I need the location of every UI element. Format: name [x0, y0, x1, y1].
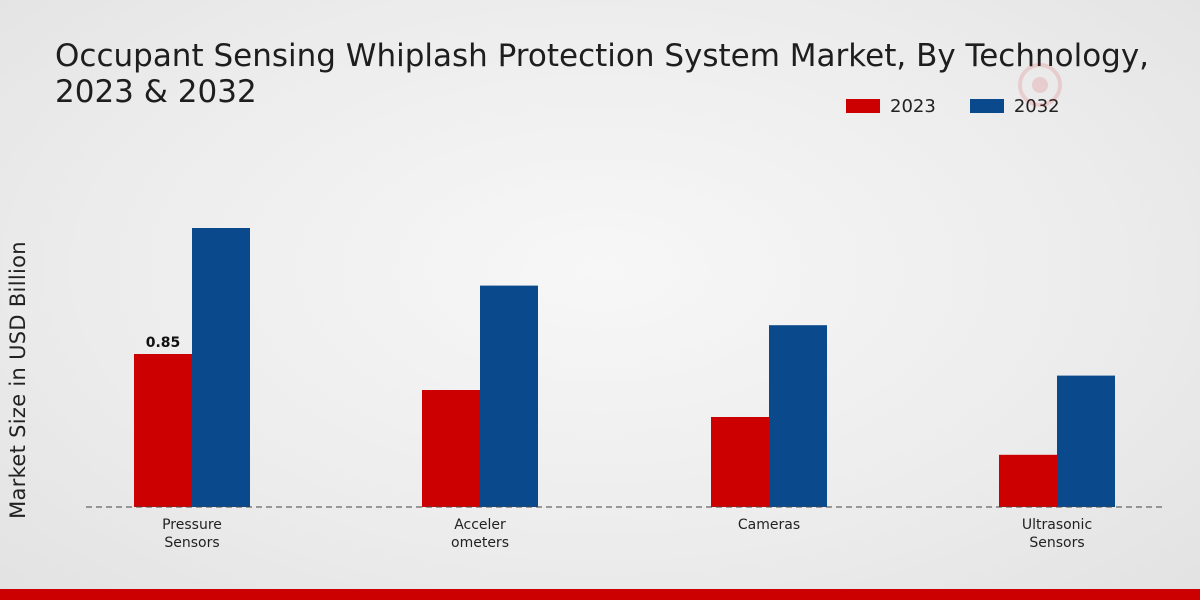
legend-swatch-2032: [969, 99, 1004, 113]
x-tick-label-0-1: Sensors: [164, 535, 219, 551]
bar-2032-0: [192, 228, 250, 507]
x-tick-label-3-1: Sensors: [1029, 535, 1084, 551]
bar-2023-1: [422, 390, 480, 507]
chart-title: Occupant Sensing Whiplash Protection Sys…: [55, 38, 1159, 110]
x-tick-label-0-0: Pressure: [162, 517, 222, 533]
data-label-0: 0.85: [146, 335, 181, 351]
x-tick-label-3-0: Ultrasonic: [1022, 517, 1092, 533]
x-tick-label-2-0: Cameras: [738, 517, 800, 533]
bar-2032-1: [480, 285, 538, 507]
legend-item-2023: 2023: [846, 96, 936, 117]
x-tick-label-1-1: ometers: [451, 535, 509, 551]
watermark-logo-icon: [1018, 63, 1062, 107]
bar-2032-2: [769, 325, 827, 507]
bar-2023-0: [134, 354, 192, 507]
legend-label-2032: 2032: [1013, 95, 1060, 117]
chart-legend: 2023 2032: [846, 95, 1094, 117]
x-tick-label-1-0: Acceler: [454, 517, 506, 533]
legend-swatch-2023: [846, 99, 880, 113]
footer-accent-bar: [0, 589, 1200, 600]
bar-2023-2: [711, 417, 769, 507]
bar-2032-3: [1057, 375, 1115, 507]
bar-2023-3: [999, 454, 1057, 507]
legend-item-2032: 2032: [969, 95, 1060, 117]
legend-label-2023: 2023: [890, 95, 936, 117]
